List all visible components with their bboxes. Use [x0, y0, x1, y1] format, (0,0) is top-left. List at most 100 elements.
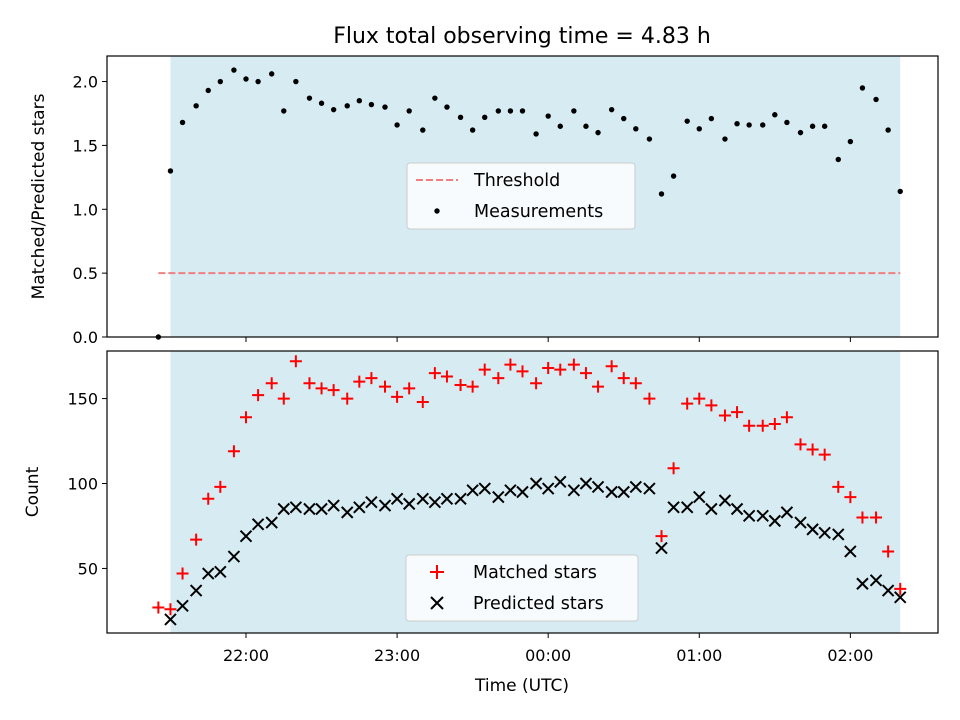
measurement-point	[231, 67, 237, 73]
matched-star-point	[353, 375, 366, 388]
measurement-point	[557, 123, 563, 129]
measurement-point	[847, 138, 854, 145]
predicted-star-point	[176, 599, 189, 613]
measurement-point	[608, 106, 615, 113]
predicted-star-point	[202, 567, 215, 580]
matched-star-point	[655, 530, 668, 543]
measurement-point	[621, 115, 627, 122]
measurements-legend-label: Measurements	[474, 202, 603, 222]
predicted-star-point	[680, 501, 694, 514]
measurement-point	[281, 108, 287, 114]
predicted-star-point	[554, 475, 567, 489]
top-y-axis-label: Matched/Predicted stars	[29, 93, 49, 299]
measurement-point	[444, 104, 450, 110]
matched-star-point	[605, 360, 618, 373]
matched-star-point	[504, 358, 517, 371]
predicted-star-point	[227, 550, 241, 563]
matched-star-point	[315, 382, 328, 395]
predicted-star-point	[504, 484, 517, 497]
predicted-star-point	[416, 492, 429, 506]
predicted-star-point	[768, 514, 782, 528]
predicted-star-point	[818, 526, 831, 539]
matched-star-point	[403, 382, 416, 395]
matched-star-point	[252, 389, 265, 402]
matched-star-point	[289, 355, 302, 368]
predicted-star-point	[856, 577, 869, 590]
measurement-point	[583, 123, 589, 129]
measurement-point	[255, 78, 261, 85]
matched-star-point	[844, 491, 857, 504]
predicted-star-point	[303, 502, 316, 516]
predicted-star-point	[289, 501, 303, 514]
matched-star-point	[227, 445, 240, 458]
predicted-stars-legend-swatch	[430, 596, 444, 610]
predicted-star-point	[327, 499, 340, 512]
measurement-point	[684, 118, 690, 124]
predicted-star-point	[794, 516, 807, 529]
predicted-star-point	[529, 477, 543, 490]
measurement-point	[268, 71, 275, 77]
matched-star-point	[856, 511, 869, 524]
predicted-star-point	[780, 506, 794, 519]
matched-star-point	[756, 419, 769, 432]
predicted-star-point	[756, 509, 769, 522]
measurement-point	[330, 106, 337, 113]
predicted-star-point	[428, 495, 442, 509]
matched-star-point	[365, 372, 378, 385]
predicted-star-point	[894, 591, 907, 604]
measurement-point	[797, 129, 804, 136]
predicted-star-point	[617, 485, 630, 499]
measurement-point	[734, 120, 740, 127]
measurement-point	[670, 173, 677, 179]
predicted-star-point	[390, 492, 404, 506]
top-y-tick-label: 0.5	[73, 264, 98, 283]
bottom-panel: 50 100 150 22:00 23:00 00:00 01:00 02:00 Count…	[23, 350, 939, 696]
matched-star-point	[190, 533, 203, 546]
predicted-star-point	[643, 482, 656, 495]
measurement-point	[708, 115, 715, 122]
predicted-star-point	[189, 584, 203, 597]
measurement-point	[243, 76, 249, 82]
matched-star-point	[894, 582, 907, 595]
bottom-legend: Matched stars Predicted stars	[405, 554, 639, 622]
predicted-star-point	[454, 492, 467, 506]
predicted-star-point	[567, 484, 581, 497]
measurement-point	[179, 119, 186, 126]
measurement-point	[873, 96, 879, 103]
top-legend-box	[406, 162, 636, 230]
predicted-star-point	[251, 518, 265, 531]
top-panel: 0.00.51.01.52.0 Matched/Predicted stars …	[29, 55, 939, 347]
matched-star-point	[516, 365, 529, 378]
predicted-star-point	[516, 485, 529, 499]
matched-star-point	[277, 392, 290, 405]
predicted-star-point	[881, 584, 895, 597]
measurement-point	[646, 136, 653, 142]
predicted-star-point	[365, 495, 378, 509]
predicted-star-point	[742, 509, 756, 522]
measurement-point	[382, 104, 388, 110]
measurement-point	[784, 119, 790, 126]
predicted-star-point	[655, 541, 668, 555]
measurement-point	[519, 108, 526, 114]
chart-title: Flux total observing time = 4.83 h	[333, 24, 711, 49]
top-y-tick-label: 1.5	[73, 136, 98, 155]
matched-star-point	[454, 378, 467, 391]
matched-star-point	[379, 380, 392, 393]
predicted-star-point	[378, 499, 392, 512]
predicted-star-point	[705, 502, 718, 516]
measurement-point	[897, 188, 903, 195]
measurement-point	[205, 87, 211, 94]
matched-star-point	[818, 448, 831, 461]
matched-star-point	[416, 395, 429, 408]
bottom-plot-frame	[106, 350, 939, 634]
measurement-point	[595, 129, 601, 136]
bottom-y-tick-label: 50	[78, 559, 98, 578]
bottom-y-axis-label: Count	[23, 466, 43, 517]
matched-star-point	[303, 377, 316, 390]
measurement-point	[821, 123, 828, 129]
measurement-point	[217, 78, 224, 85]
matched-star-point	[806, 443, 819, 456]
measurement-point	[495, 108, 502, 114]
predicted-star-point	[693, 490, 706, 504]
top-legend: Threshold Measurements	[406, 162, 636, 230]
